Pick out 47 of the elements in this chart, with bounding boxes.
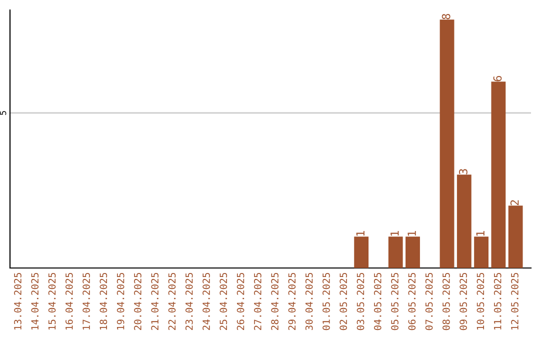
x-tick-label: 28.04.2025 — [271, 272, 278, 330]
data-label: 2 — [510, 200, 519, 206]
x-tick-label: 11.05.2025 — [494, 272, 502, 330]
bar — [354, 236, 369, 268]
x-tick-label: 09.05.2025 — [460, 272, 468, 330]
data-label: 8 — [442, 14, 450, 20]
x-tick-label: 08.05.2025 — [442, 272, 450, 330]
x-tick-label: 10.05.2025 — [476, 272, 484, 330]
data-label: 1 — [390, 231, 399, 236]
x-tick-label: 16.04.2025 — [65, 272, 73, 330]
x-tick-label: 14.04.2025 — [31, 272, 39, 330]
bar — [508, 206, 523, 268]
x-tick-label: 04.05.2025 — [374, 272, 382, 330]
data-label: 1 — [408, 231, 416, 236]
x-tick-label: 02.05.2025 — [340, 272, 348, 330]
bar — [491, 82, 506, 268]
x-tick-label: 20.04.2025 — [134, 272, 142, 330]
x-tick-label: 19.04.2025 — [116, 272, 124, 330]
x-tick-label: 07.05.2025 — [425, 272, 433, 330]
x-tick-label: 27.04.2025 — [254, 272, 262, 330]
x-tick-label: 12.05.2025 — [511, 272, 518, 330]
bar — [406, 236, 420, 268]
data-label: 1 — [356, 231, 364, 236]
data-label: 1 — [476, 231, 484, 236]
x-tick-label: 03.05.2025 — [356, 272, 364, 330]
bar — [474, 236, 489, 268]
x-tick-label: 21.04.2025 — [151, 272, 159, 330]
x-tick-label: 23.04.2025 — [185, 272, 193, 330]
x-tick-label: 18.04.2025 — [100, 272, 108, 330]
bar — [456, 174, 472, 268]
x-tick-label: 30.04.2025 — [305, 272, 313, 330]
x-tick-label: 22.04.2025 — [168, 272, 176, 330]
data-label: 3 — [459, 169, 468, 174]
x-tick-label: 25.04.2025 — [220, 272, 228, 330]
bar — [440, 20, 454, 268]
data-label: 6 — [493, 76, 502, 82]
x-tick-label: 13.04.2025 — [14, 272, 22, 330]
x-tick-label: 05.05.2025 — [391, 272, 398, 330]
bar — [388, 236, 403, 268]
x-tick-label: 26.04.2025 — [236, 272, 244, 330]
x-tick-label: 24.04.2025 — [202, 272, 210, 330]
x-tick-label: 06.05.2025 — [408, 272, 416, 330]
ref-line-label: 5 — [0, 111, 6, 115]
x-tick-label: 29.04.2025 — [288, 272, 296, 330]
x-tick-label: 01.05.2025 — [322, 272, 330, 330]
x-tick-label: 15.04.2025 — [48, 272, 56, 330]
x-tick-label: 17.04.2025 — [82, 272, 90, 330]
